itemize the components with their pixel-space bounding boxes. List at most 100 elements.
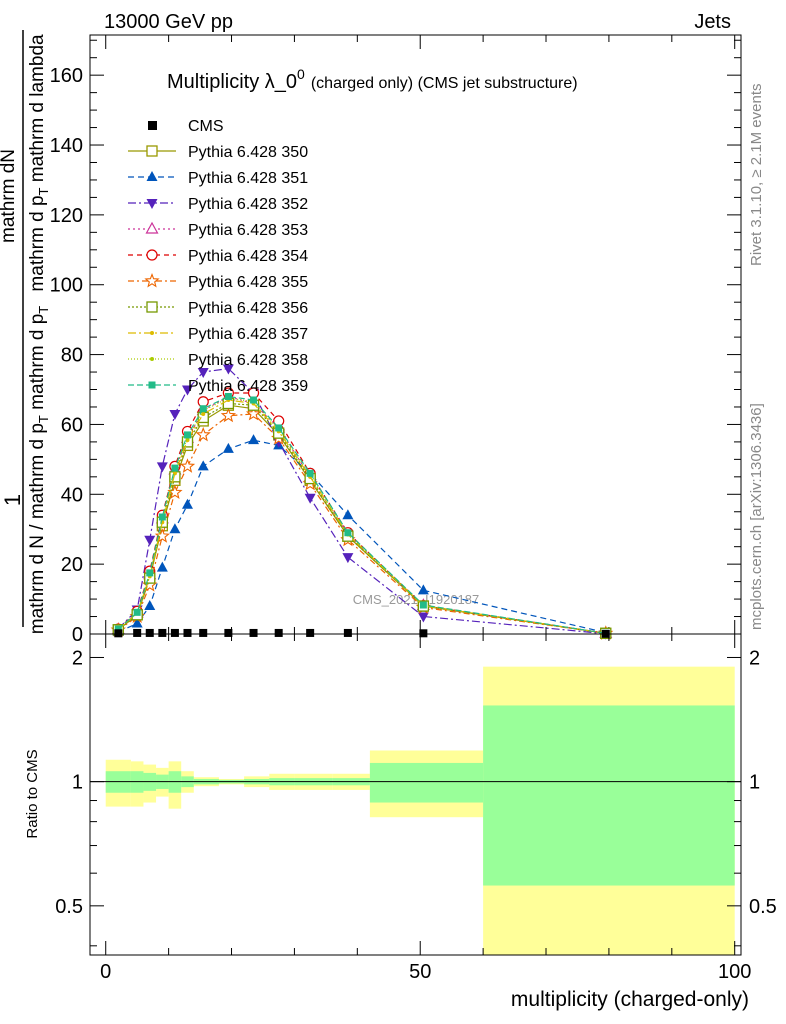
series-line: [117, 395, 606, 634]
legend-marker: [148, 121, 157, 130]
legend-label: CMS: [188, 118, 224, 135]
series-point: [201, 411, 206, 416]
series-point: [156, 561, 168, 572]
y-tick-label: 100: [50, 275, 83, 297]
x-tick-label: 50: [409, 961, 431, 983]
series-point: [169, 409, 181, 420]
ratio-bands: [105, 666, 735, 955]
legend-marker: [146, 301, 158, 313]
series-10: [114, 392, 610, 637]
series-point: [417, 612, 429, 623]
series-point: [197, 460, 209, 471]
y-tick-label: 40: [61, 484, 83, 506]
series-point: [133, 608, 141, 616]
chart-title-main: Multiplicity λ_0: [167, 71, 297, 93]
series-point: [222, 442, 234, 453]
series-point: [248, 434, 260, 445]
series-point: [156, 462, 168, 473]
series-point: [144, 600, 156, 611]
energy-label: 13000 GeV pp: [104, 11, 233, 33]
ratio-y-tick-label: 1: [72, 772, 83, 794]
series-point: [224, 392, 232, 400]
cms-point: [274, 628, 283, 637]
ratio-y-tick-label: 0.5: [55, 896, 83, 918]
legend-item-7: Pythia 6.428 356: [128, 300, 308, 317]
cms-point: [170, 628, 179, 637]
y-tick-label: 20: [61, 554, 83, 576]
legend-item-6: Pythia 6.428 355: [128, 272, 308, 291]
legend-item-cms: CMS: [148, 118, 224, 135]
series-point: [167, 484, 183, 500]
main-y-tick-labels: 0 20 40 60 80 100 120 140 160: [50, 65, 83, 646]
category-label: Jets: [694, 11, 731, 33]
legend-label: Pythia 6.428 358: [188, 352, 308, 369]
y-tick-label: 160: [50, 65, 83, 87]
y-tick-label: 80: [61, 345, 83, 367]
legend-label: Pythia 6.428 354: [188, 248, 308, 265]
main-panel: CMS_2021_I1920187 020406080100120140160 …: [0, 30, 742, 646]
inner-band-bin: [369, 762, 484, 803]
cms-point: [114, 629, 123, 638]
cms-point: [183, 628, 192, 637]
chart-title-sup: 0: [297, 66, 305, 82]
ratio-y-tick-label: 2: [72, 647, 83, 669]
legend-item-5: Pythia 6.428 354: [128, 248, 308, 265]
legend-item-8: Pythia 6.428 357: [128, 326, 308, 343]
legend-label: Pythia 6.428 355: [188, 274, 308, 291]
series-point: [158, 513, 166, 521]
rivet-label: Rivet 3.1.10, ≥ 2.1M events: [748, 84, 765, 267]
y-label-denominator: mathrm d N / mathrm d pT mathrm d pT: [27, 306, 51, 635]
series-point: [220, 407, 237, 423]
legend-marker: [145, 221, 159, 234]
series-point: [195, 426, 211, 442]
cms-point: [343, 628, 352, 637]
ratio-y-tick-label-right: 0.5: [749, 896, 777, 918]
series-point: [154, 528, 170, 543]
cms-point: [419, 629, 428, 638]
y-label-one: 1: [0, 494, 25, 506]
mcplots-label: mcplots.cern.ch [arXiv:1306.3436]: [748, 403, 765, 630]
main-y-axis-label: 1 mathrm dN mathrm d pT mathrm d lambda …: [0, 30, 51, 634]
cms-point: [158, 628, 167, 637]
legend-item-9: Pythia 6.428 358: [128, 352, 308, 369]
series-point: [275, 424, 283, 432]
x-tick-label: 100: [718, 961, 751, 983]
ratio-frame: [89, 633, 742, 956]
cms-point: [199, 628, 208, 637]
legend-marker: [146, 171, 158, 181]
series-point: [114, 625, 122, 633]
cms-point: [224, 628, 233, 637]
legend-label: Pythia 6.428 359: [188, 378, 308, 395]
cms-point: [145, 628, 154, 637]
series-point: [146, 569, 154, 577]
y-tick-label: 60: [61, 414, 83, 436]
series-point: [181, 498, 193, 509]
x-tick-label: 0: [100, 961, 111, 983]
legend-label: Pythia 6.428 351: [188, 170, 308, 187]
legend-item-10: Pythia 6.428 359: [128, 378, 308, 395]
series-point: [179, 458, 196, 473]
legend-item-2: Pythia 6.428 351: [128, 170, 308, 187]
series-point: [171, 464, 179, 472]
series-point: [144, 535, 156, 546]
series-point: [199, 405, 207, 413]
series-point: [169, 523, 181, 534]
y-tick-label: 140: [50, 135, 83, 157]
series-point: [197, 368, 209, 379]
legend-marker: [148, 381, 156, 389]
ratio-panel: 0.5 0.5 1 1 2 2 0 50 100 Ratio to CMS multiplic…: [24, 633, 777, 1011]
legend-label: Pythia 6.428 352: [188, 196, 308, 213]
series-point: [181, 385, 193, 396]
legend-marker: [150, 357, 154, 361]
ratio-y-axis-label: Ratio to CMS: [24, 749, 41, 838]
series-point: [342, 509, 354, 520]
cms-point: [133, 628, 142, 637]
y-tick-label: 0: [72, 624, 83, 646]
series-point: [344, 529, 352, 537]
legend: CMS Pythia 6.428 350 Pythia 6.428 351 Pythi…: [128, 118, 308, 395]
ratio-y-tick-label-right: 2: [749, 647, 760, 669]
cms-point: [249, 628, 258, 637]
chart-title-sub: (charged only) (CMS jet substructure): [311, 75, 578, 92]
y-label-numerator-den: mathrm d pT mathrm d lambda: [27, 34, 51, 292]
